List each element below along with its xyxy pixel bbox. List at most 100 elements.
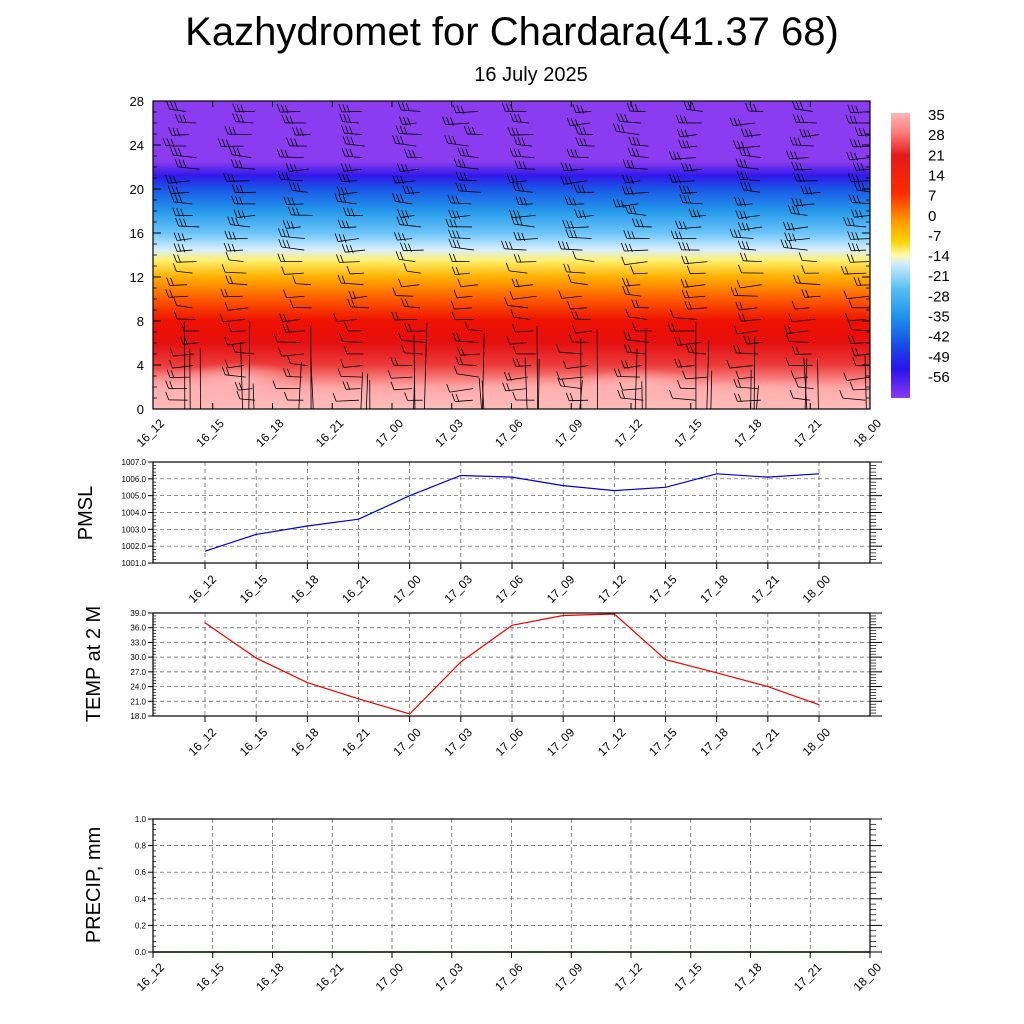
time-tick-label: 17_12 [612, 416, 646, 450]
temp2m-panel-frame [152, 612, 871, 717]
y-tick-label: 1006.0 [122, 475, 147, 484]
time-tick-label: 16_21 [313, 960, 347, 994]
wind-barb [341, 244, 366, 254]
wind-barb [686, 265, 706, 275]
wind-barb [621, 256, 648, 266]
wind-barb [565, 229, 592, 239]
wind-barb [853, 181, 870, 193]
wind-barb-stem [756, 385, 759, 409]
colorbar-label: -49 [928, 349, 950, 366]
time-tick-label: 17_15 [646, 572, 680, 606]
wind-barb [846, 254, 870, 263]
wind-barb [174, 158, 200, 170]
wind-barb-stem [310, 357, 314, 409]
wind-barb [621, 185, 649, 196]
wind-barb [791, 101, 813, 112]
time-tick-label: 17_03 [432, 416, 466, 450]
wind-barb [333, 313, 357, 323]
wind-barb [556, 371, 584, 380]
wind-barb [221, 366, 246, 378]
time-tick-label: 18_00 [800, 725, 834, 759]
wind-barb [278, 348, 304, 357]
wind-barb [628, 136, 649, 147]
wind-barb [566, 148, 589, 159]
wind-barb [574, 125, 594, 136]
wind-barb [346, 265, 365, 275]
wind-barb [456, 347, 480, 356]
wind-barb [175, 217, 200, 228]
wind-barb [511, 278, 534, 288]
wind-barb [678, 241, 700, 251]
colorbar-labels: 35 28 21 14 7 0 -7 -14 -21 -28 -35 -42 -49 -56 [928, 107, 950, 386]
time-tick-label: 16_15 [237, 572, 271, 606]
wind-barb [341, 147, 362, 159]
wind-barb [223, 173, 250, 183]
page-title: Kazhydromet for Chardara(41.37 68) [185, 10, 839, 54]
wind-barb [220, 288, 243, 298]
wind-barb-stem [365, 373, 369, 409]
wind-barb [452, 104, 478, 115]
wind-barb [506, 336, 527, 345]
wind-barb-stem [538, 359, 540, 409]
temperature-cross-section-panel: 0 4 8 12 16 20 24 28 16_12 16_15 16_18 16_21 17_00 1… [130, 94, 885, 450]
wind-barb [680, 279, 706, 288]
wind-barb [679, 185, 698, 195]
wind-barb [341, 125, 363, 135]
wind-barb [392, 193, 413, 205]
wind-barb [397, 101, 421, 112]
wind-barb [668, 151, 697, 161]
height-tick-label: 12 [130, 270, 144, 285]
wind-barb [337, 368, 364, 378]
wind-barb [166, 369, 190, 379]
wind-barb [631, 218, 652, 228]
wind-barb [510, 215, 535, 228]
wind-barb [573, 184, 595, 194]
wind-barb [455, 182, 481, 193]
wind-barb [338, 103, 362, 114]
colorbar-label: 35 [928, 107, 945, 124]
wind-barb [444, 134, 469, 147]
wind-barb [403, 263, 421, 274]
time-tick-label: 17_00 [390, 572, 424, 606]
wind-barb [785, 357, 813, 366]
wind-barb-stem [482, 333, 485, 409]
wind-barb [401, 298, 421, 309]
wind-barb [630, 265, 648, 275]
time-tick-label: 17_00 [390, 725, 424, 759]
y-tick-label: 1007.0 [122, 458, 147, 467]
wind-barb [557, 240, 583, 251]
wind-barb [227, 216, 250, 228]
wind-barb [622, 159, 648, 170]
wind-barb [510, 309, 531, 320]
wind-barb [284, 391, 304, 401]
y-tick-label: 1005.0 [122, 492, 147, 501]
wind-barb [563, 263, 586, 274]
wind-barb [231, 184, 257, 194]
wind-barb [334, 233, 359, 243]
wind-barb [339, 113, 360, 124]
wind-barb [502, 382, 527, 392]
wind-barb [228, 146, 252, 159]
wind-barb [674, 358, 695, 368]
wind-barb [395, 125, 422, 135]
wind-barb [446, 384, 473, 393]
wind-barb-stem [579, 380, 583, 409]
wind-barb [624, 204, 647, 216]
wind-barb [791, 197, 815, 208]
wind-barb [682, 370, 708, 380]
wind-barb-stem [710, 370, 713, 409]
wind-barb [504, 297, 529, 309]
y-tick-label: 0.8 [135, 842, 147, 851]
wind-barb [631, 299, 649, 309]
wind-barb [289, 299, 312, 309]
wind-barb [854, 127, 870, 137]
wind-barb [846, 151, 870, 161]
height-tick-label: 16 [130, 226, 144, 241]
wind-barb [509, 147, 535, 159]
wind-barb [843, 372, 870, 381]
wind-barb [511, 323, 534, 333]
wind-barb [612, 198, 639, 209]
time-tick-label: 17_18 [731, 960, 765, 994]
wind-barb [788, 205, 808, 216]
wind-barb [165, 380, 188, 390]
